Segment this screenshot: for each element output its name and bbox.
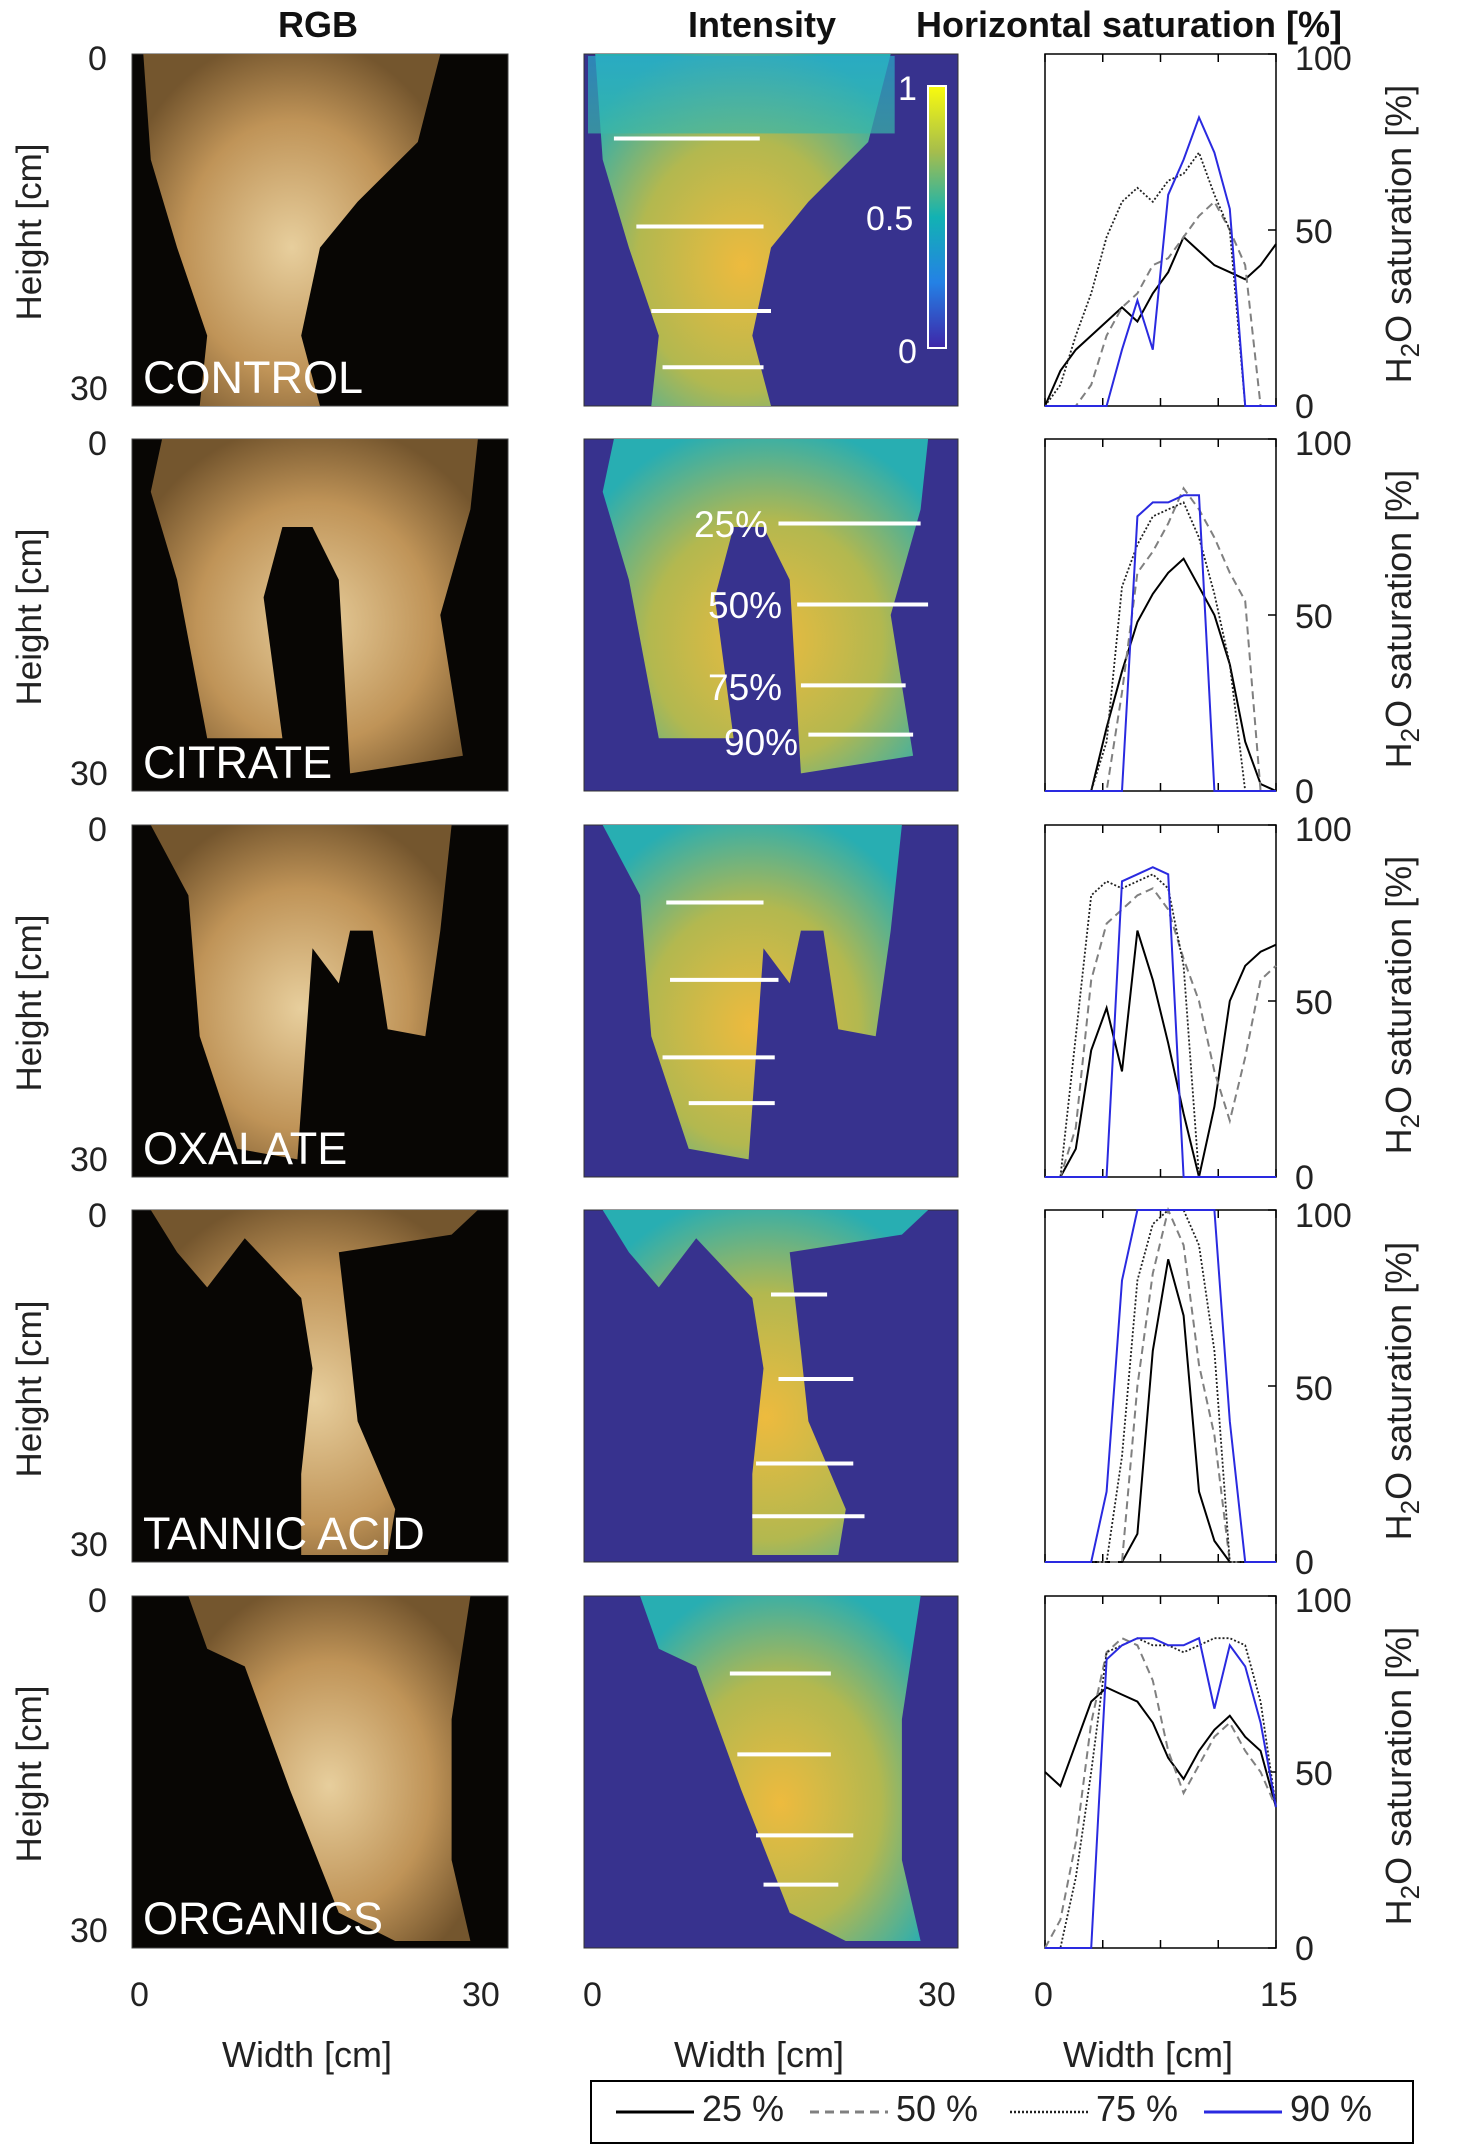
sat-tick-100-4: 100: [1295, 1197, 1352, 1235]
citrate-line-label-75: 75%: [708, 667, 783, 708]
citrate-line-label-50: 50%: [708, 585, 783, 626]
rgb-x-axis-title: Width [cm]: [222, 2034, 393, 2075]
series-line-50: [1045, 887, 1277, 1178]
sat-tick-0-3: 0: [1295, 1159, 1314, 1197]
sat-axis-title-5: H2O saturation [%]: [1377, 1626, 1426, 1926]
row-label-control: CONTROL: [143, 352, 364, 403]
intensity-plume: [595, 54, 891, 406]
height-tick-bottom-4: 30: [70, 1526, 108, 1564]
sat-tick-0-2: 0: [1295, 773, 1314, 811]
saturation-panel: [1044, 53, 1277, 407]
series-line-25: [1045, 930, 1277, 1178]
series-line-90: [1045, 866, 1276, 1178]
colorbar-tick-0-5: 0.5: [866, 200, 914, 238]
height-axis-title-2: Height [cm]: [10, 528, 49, 706]
height-axis-title-3: Height [cm]: [10, 914, 49, 1092]
series-line-75: [1045, 1209, 1276, 1563]
rgb-plume: [150, 825, 452, 1160]
citrate-line-label-25: 25%: [694, 504, 769, 545]
sat-tick-50-2: 50: [1295, 598, 1333, 636]
intensity-plume: [602, 1210, 929, 1555]
sat-tick-0-1: 0: [1295, 388, 1314, 426]
series-line-25: [1044, 1686, 1277, 1808]
intensity-top-band: [588, 56, 895, 134]
header-rgb: RGB: [278, 4, 358, 45]
colorbar: [927, 85, 947, 349]
legend-label-90: 90 %: [1290, 2088, 1373, 2129]
sat-tick-0-4: 0: [1295, 1544, 1314, 1582]
series-line-50: [1045, 200, 1276, 407]
rgb-plume: [150, 439, 478, 774]
row-label-citrate: CITRATE: [143, 737, 333, 788]
int-x-axis-title: Width [cm]: [674, 2034, 845, 2075]
sat-tick-0-5: 0: [1295, 1930, 1314, 1968]
series-line-75: [1044, 150, 1276, 407]
sat-axis-title-4: H2O saturation [%]: [1377, 1241, 1426, 1541]
sat-tick-100-5: 100: [1295, 1582, 1352, 1620]
legend: 25 % 50 % 75 % 90 %: [590, 2080, 1414, 2144]
row-label-tannic-acid: TANNIC ACID: [143, 1508, 425, 1559]
sat-tick-100-3: 100: [1295, 811, 1352, 849]
series-line-90: [1045, 1636, 1277, 1949]
saturation-panel: [1044, 1595, 1277, 1949]
sat-axis-title-2: H2O saturation [%]: [1377, 469, 1426, 769]
rgb-x-tick-0: 0: [130, 1976, 149, 2014]
height-axis-title-4: Height [cm]: [10, 1300, 49, 1478]
intensity-plume: [602, 825, 902, 1160]
intensity-plume: [640, 1596, 921, 1941]
height-axis-title-1: Height [cm]: [10, 143, 49, 321]
sat-axis-title-3: H2O saturation [%]: [1377, 855, 1426, 1155]
series-line-50: [1044, 1637, 1277, 1949]
rgb-plume: [143, 54, 441, 406]
saturation-panel: [1044, 438, 1277, 792]
height-tick-bottom-3: 30: [70, 1141, 108, 1179]
sat-tick-50-1: 50: [1295, 213, 1333, 251]
row-label-oxalate: OXALATE: [143, 1123, 348, 1174]
height-tick-top-5: 0: [88, 1582, 107, 1620]
height-tick-bottom-5: 30: [70, 1912, 108, 1950]
height-tick-top-2: 0: [88, 425, 107, 463]
rgb-x-tick-30: 30: [462, 1976, 500, 2014]
series-line-90: [1045, 114, 1276, 407]
sat-x-tick-0: 0: [1034, 1976, 1053, 2014]
colorbar-tick-0: 0: [898, 333, 917, 371]
rgb-plume: [150, 1210, 478, 1555]
rgb-plume: [188, 1596, 471, 1941]
sat-tick-50-3: 50: [1295, 984, 1333, 1022]
series-line-75: [1045, 1637, 1277, 1949]
sat-tick-50-5: 50: [1295, 1755, 1333, 1793]
colorbar-tick-1: 1: [898, 70, 917, 108]
height-tick-bottom-1: 30: [70, 370, 108, 408]
header-saturation: Horizontal saturation [%]: [916, 4, 1343, 45]
header-intensity: Intensity: [688, 4, 837, 45]
sat-tick-50-4: 50: [1295, 1370, 1333, 1408]
sat-x-axis-title: Width [cm]: [1063, 2034, 1234, 2075]
height-tick-bottom-2: 30: [70, 755, 108, 793]
height-tick-top-3: 0: [88, 811, 107, 849]
saturation-panel: [1044, 824, 1277, 1178]
sat-axis-title-1: H2O saturation [%]: [1377, 84, 1426, 384]
series-line-25: [1044, 235, 1277, 407]
int-x-tick-0: 0: [583, 1976, 602, 2014]
citrate-line-label-90: 90%: [724, 722, 799, 763]
series-line-90: [1045, 494, 1276, 792]
height-axis-title-5: Height [cm]: [10, 1685, 49, 1863]
legend-label-75: 75 %: [1096, 2088, 1179, 2129]
height-tick-top-4: 0: [88, 1197, 107, 1235]
sat-tick-100-1: 100: [1295, 40, 1352, 78]
saturation-panel: [1044, 1209, 1277, 1563]
row-label-organics: ORGANICS: [143, 1893, 384, 1944]
legend-swatches: [616, 2110, 1282, 2114]
sat-tick-100-2: 100: [1295, 425, 1352, 463]
height-tick-top-1: 0: [88, 40, 107, 78]
series-line-75: [1045, 501, 1276, 792]
series-line-90: [1045, 1209, 1276, 1563]
legend-label-50: 50 %: [896, 2088, 979, 2129]
int-x-tick-30: 30: [918, 1976, 956, 2014]
legend-label-25: 25 %: [702, 2088, 785, 2129]
sat-x-tick-15: 15: [1260, 1976, 1298, 2014]
